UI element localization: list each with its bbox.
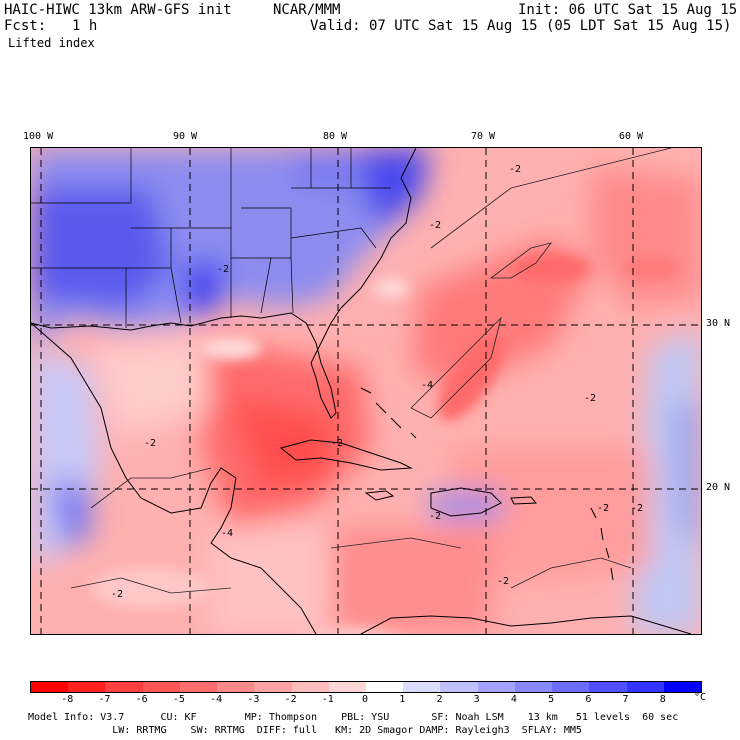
legend-tick-label: -3 <box>247 694 260 705</box>
field-name: Lifted index <box>8 36 95 50</box>
contour-label: -2 <box>217 264 230 275</box>
contour-label: -2 <box>429 220 442 231</box>
legend-swatch <box>68 682 106 692</box>
legend-swatch <box>514 682 553 692</box>
color-legend <box>30 681 702 693</box>
init-label: Init: 06 UTC Sat 15 Aug 15 <box>518 2 738 18</box>
contour-label: -2 <box>631 503 644 514</box>
lon-label-60w: 60 W <box>619 131 644 142</box>
legend-tick-label: 0 <box>362 694 369 705</box>
lat-label-30n: 30 N <box>706 318 731 329</box>
lon-label-100w: 100 W <box>23 131 54 142</box>
lon-label-70w: 70 W <box>471 131 496 142</box>
model-info-line2: LW: RRTMG SW: RRTMG DIFF: full KM: 2D Sm… <box>28 725 582 736</box>
fcst-label: Fcst: <box>4 18 47 34</box>
legend-swatch <box>31 682 69 692</box>
contour-label: -2 <box>584 393 597 404</box>
legend-unit: °C <box>694 692 707 703</box>
model-title: HAIC-HIWC 13km ARW-GFS init <box>4 2 232 18</box>
legend-swatch <box>663 682 702 692</box>
legend-swatch <box>589 682 628 692</box>
contours <box>70 148 672 594</box>
contour-label: -2 <box>429 511 442 522</box>
legend-swatch <box>440 682 479 692</box>
legend-tick-label: 7 <box>622 694 629 705</box>
coastlines <box>31 148 692 634</box>
contour-label: -2 <box>509 164 522 175</box>
legend-tick-label: -4 <box>210 694 223 705</box>
legend-tick-label: 6 <box>585 694 592 705</box>
map-canvas <box>31 148 701 634</box>
lat-label-20n: 20 N <box>706 482 731 493</box>
valid-label: Valid: 07 UTC Sat 15 Aug 15 (05 LDT Sat … <box>310 18 732 34</box>
lon-label-90w: 90 W <box>173 131 198 142</box>
legend-tick-label: -5 <box>172 694 185 705</box>
contour-label: -2 <box>597 503 610 514</box>
legend-swatch <box>105 682 144 692</box>
model-info-line1: Model Info: V3.7 CU: KF MP: Thompson PBL… <box>28 712 679 723</box>
legend-tick-label: -1 <box>321 694 334 705</box>
contour-label: -2 <box>497 576 510 587</box>
legend-tick-label: 5 <box>548 694 555 705</box>
contour-label: -2 <box>331 438 344 449</box>
legend-swatch <box>254 682 293 692</box>
legend-tick-label: -2 <box>284 694 297 705</box>
lon-label-80w: 80 W <box>323 131 348 142</box>
legend-swatch <box>217 682 255 692</box>
lifted-index-map: -2 -2 -2 -4 -2 -2 -2 -2 -2 -4 -2 -2 -2 0 <box>30 147 702 635</box>
legend-tick-label: 8 <box>659 694 666 705</box>
contour-label: -2 <box>144 438 157 449</box>
legend-swatch <box>142 682 181 692</box>
legend-tick-label: 4 <box>510 694 517 705</box>
legend-tick-label: 3 <box>473 694 480 705</box>
legend-tick-label: -6 <box>135 694 148 705</box>
legend-swatch <box>366 682 404 692</box>
legend-tick-label: 2 <box>436 694 443 705</box>
contour-label: -4 <box>221 528 234 539</box>
legend-swatch <box>403 682 441 692</box>
legend-swatch <box>328 682 367 692</box>
legend-swatch <box>552 682 590 692</box>
contour-label: -4 <box>421 380 434 391</box>
state-borders <box>31 148 391 328</box>
lat-lon-grid <box>31 148 701 634</box>
legend-tick-label: 1 <box>399 694 406 705</box>
org-label: NCAR/MMM <box>273 2 341 18</box>
legend-swatch <box>477 682 516 692</box>
legend-tick-label: -7 <box>98 694 111 705</box>
contour-label: -2 <box>111 589 124 600</box>
legend-swatch <box>626 682 665 692</box>
legend-tick-label: -8 <box>61 694 74 705</box>
fcst-value: 1 h <box>72 18 98 34</box>
legend-swatch <box>291 682 330 692</box>
legend-swatch <box>179 682 218 692</box>
